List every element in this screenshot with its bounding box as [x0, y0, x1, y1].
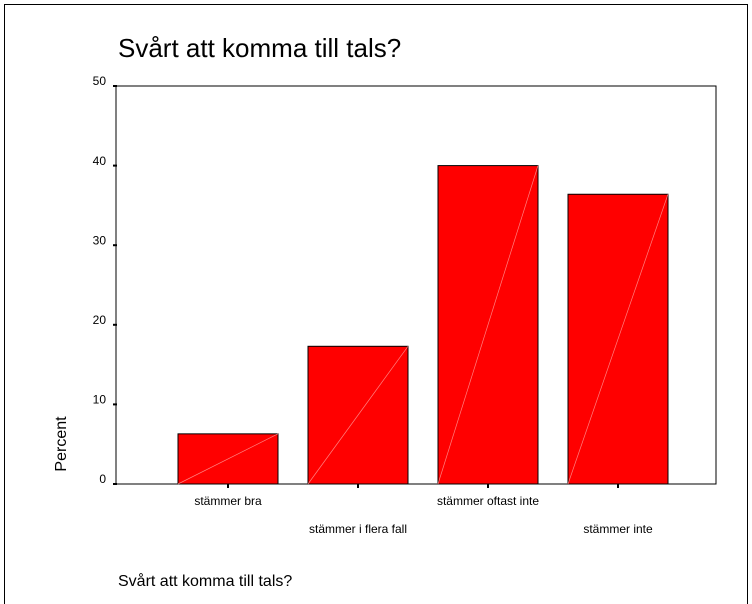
x-tick-label: stämmer inte	[583, 522, 653, 536]
bar-hatch	[437, 165, 539, 485]
plot-frame	[115, 85, 717, 485]
x-tick-label: stämmer oftast inte	[437, 494, 539, 508]
bar-hatch	[177, 433, 279, 485]
y-tick-label: 40	[93, 154, 107, 168]
x-tick-label: stämmer bra	[194, 494, 262, 508]
y-axis-title: Percent	[53, 416, 70, 472]
y-tick-label: 10	[93, 393, 107, 407]
y-tick-label: 30	[93, 233, 107, 247]
x-tick-label: stämmer i flera fall	[309, 522, 407, 536]
y-tick-label: 20	[93, 313, 107, 327]
bar-hatch	[567, 194, 669, 485]
chart-title: Svårt att komma till tals?	[118, 33, 401, 63]
y-tick-label: 50	[93, 74, 107, 88]
y-tick-label: 0	[99, 472, 106, 486]
x-axis-title: Svårt att komma till tals?	[118, 572, 292, 590]
bar-hatch	[307, 346, 409, 485]
